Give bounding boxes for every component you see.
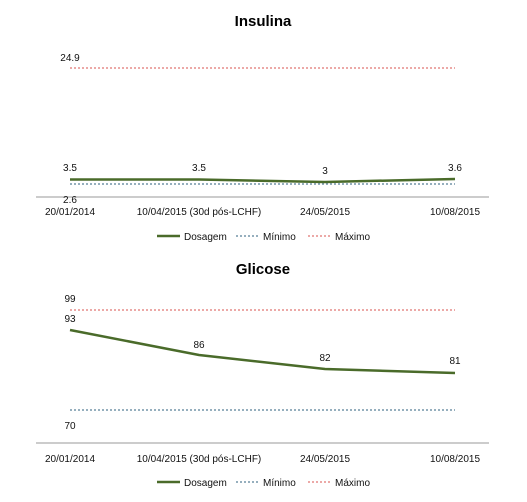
legend-maximo-label: Máximo <box>335 232 370 243</box>
insulina-x-tick: 20/01/2014 <box>45 207 95 218</box>
insulina-dosagem-line <box>70 177 456 184</box>
glicose-chart: Glicose 99 70 93 86 82 81 20/01/2014 10/… <box>36 261 489 489</box>
glicose-maximo-label: 99 <box>64 294 76 305</box>
legend-dosagem-label: Dosagem <box>184 478 227 489</box>
insulina-chart: Insulina 24.9 2.6 3.5 3.5 3 3.6 20/01/20… <box>36 13 489 243</box>
glicose-dosagem-label: 81 <box>449 356 461 367</box>
glicose-x-tick: 10/04/2015 (30d pós-LCHF) <box>137 454 262 465</box>
insulina-dosagem-label: 3 <box>322 166 328 177</box>
glicose-x-tick: 24/05/2015 <box>300 454 350 465</box>
glicose-dosagem-line <box>69 328 456 375</box>
glicose-minimo-label: 70 <box>64 421 76 432</box>
insulina-legend: Dosagem Mínimo Máximo <box>157 232 370 243</box>
insulina-dosagem-label: 3.5 <box>63 163 77 174</box>
legend-maximo-label: Máximo <box>335 478 370 489</box>
legend-minimo-label: Mínimo <box>263 478 296 489</box>
glicose-x-tick: 10/08/2015 <box>430 454 480 465</box>
insulina-x-tick: 10/04/2015 (30d pós-LCHF) <box>137 207 262 218</box>
insulina-x-tick: 24/05/2015 <box>300 207 350 218</box>
insulina-maximo-label: 24.9 <box>60 53 80 64</box>
glicose-dosagem-label: 86 <box>193 340 205 351</box>
insulina-x-tick: 10/08/2015 <box>430 207 480 218</box>
insulina-dosagem-label: 3.5 <box>192 163 206 174</box>
insulina-minimo-label: 2.6 <box>63 195 77 206</box>
legend-minimo-label: Mínimo <box>263 232 296 243</box>
glicose-dosagem-label: 82 <box>319 353 331 364</box>
glicose-title: Glicose <box>236 261 290 278</box>
glicose-x-tick: 20/01/2014 <box>45 454 95 465</box>
insulina-title: Insulina <box>235 13 292 30</box>
legend-dosagem-label: Dosagem <box>184 232 227 243</box>
glicose-dosagem-label: 93 <box>64 314 76 325</box>
glicose-legend: Dosagem Mínimo Máximo <box>157 478 370 489</box>
insulina-dosagem-label: 3.6 <box>448 163 462 174</box>
